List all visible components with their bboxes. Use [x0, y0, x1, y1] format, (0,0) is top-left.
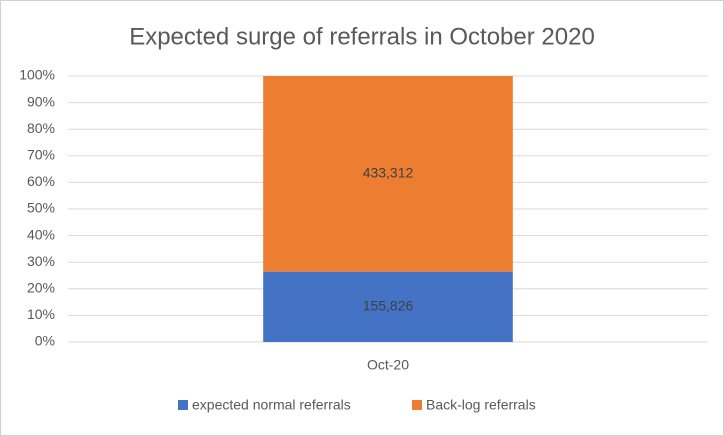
legend-label: Back-log referrals [426, 397, 536, 413]
legend-swatch [178, 400, 188, 410]
y-tick-label: 20% [27, 280, 55, 296]
legend-swatch [412, 400, 422, 410]
x-tick-label: Oct-20 [367, 357, 409, 373]
data-label: 433,312 [363, 165, 414, 181]
chart-title: Expected surge of referrals in October 2… [129, 23, 595, 50]
y-tick-label: 50% [27, 200, 55, 216]
y-tick-label: 60% [27, 173, 55, 189]
y-tick-label: 70% [27, 147, 55, 163]
data-label: 155,826 [363, 298, 414, 314]
y-tick-label: 40% [27, 226, 55, 242]
bar-segment [263, 76, 513, 272]
bar-segment [263, 271, 513, 342]
y-tick-label: 100% [19, 67, 55, 83]
y-tick-label: 80% [27, 120, 55, 136]
y-tick-label: 30% [27, 253, 55, 269]
y-tick-label: 90% [27, 93, 55, 109]
y-tick-label: 10% [27, 306, 55, 322]
y-tick-label: 0% [35, 333, 55, 349]
legend-label: expected normal referrals [192, 397, 351, 413]
